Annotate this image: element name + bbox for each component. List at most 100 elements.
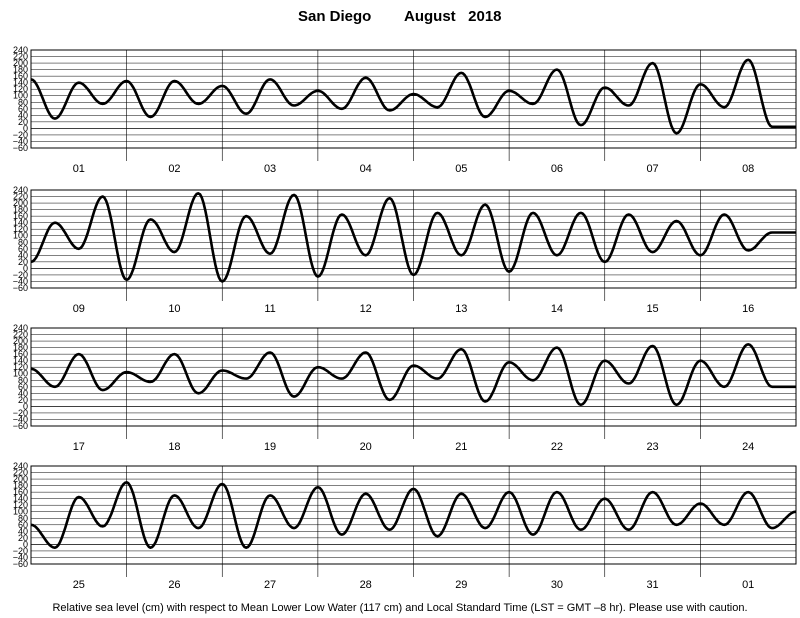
panel-3: −60−40−200204060801001201401601802002202… — [13, 323, 797, 453]
tide-panels: −60−40−200204060801001201401601802002202… — [13, 45, 797, 591]
y-tick-label: 240 — [13, 461, 28, 471]
day-label: 06 — [551, 163, 563, 175]
y-tick-label: 140 — [13, 494, 28, 504]
y-tick-label: 100 — [13, 231, 28, 241]
y-tick-label: 40 — [18, 250, 28, 260]
tide-curve — [30, 481, 797, 549]
day-label: 12 — [360, 303, 372, 315]
y-tick-label: 40 — [18, 388, 28, 398]
y-tick-label: 0 — [23, 539, 28, 549]
day-label: 02 — [168, 163, 180, 175]
y-tick-label: 200 — [13, 58, 28, 68]
y-tick-label: −40 — [13, 414, 28, 424]
y-tick-label: 20 — [18, 395, 28, 405]
day-label: 10 — [168, 303, 180, 315]
y-tick-label: 180 — [13, 205, 28, 215]
y-tick-label: 180 — [13, 65, 28, 75]
y-tick-label: 240 — [13, 45, 28, 55]
y-tick-label: 220 — [13, 468, 28, 478]
y-tick-label: 40 — [18, 110, 28, 120]
day-label: 30 — [551, 579, 563, 591]
y-tick-label: 0 — [23, 123, 28, 133]
y-tick-label: 200 — [13, 474, 28, 484]
day-label: 11 — [264, 303, 275, 315]
y-tick-label: 160 — [13, 487, 28, 497]
panel-4: −60−40−200204060801001201401601802002202… — [13, 461, 797, 591]
day-label: 28 — [360, 579, 372, 591]
y-tick-label: 100 — [13, 507, 28, 517]
y-tick-label: 20 — [18, 533, 28, 543]
day-label: 26 — [168, 579, 180, 591]
y-tick-label: 80 — [18, 237, 28, 247]
y-tick-label: 140 — [13, 218, 28, 228]
y-tick-label: −60 — [13, 559, 28, 569]
y-tick-label: 60 — [18, 382, 28, 392]
y-tick-label: 160 — [13, 349, 28, 359]
day-label: 23 — [646, 441, 658, 453]
day-label: 21 — [455, 441, 467, 453]
y-tick-label: −20 — [13, 130, 28, 140]
tide-curve — [30, 58, 796, 135]
y-tick-label: 120 — [13, 362, 28, 372]
panel-frame — [30, 189, 797, 289]
day-label: 01 — [742, 579, 754, 591]
day-label: 19 — [264, 441, 276, 453]
y-tick-label: 220 — [13, 192, 28, 202]
y-tick-label: 60 — [18, 244, 28, 254]
panel-frame — [30, 49, 797, 149]
y-tick-label: 60 — [18, 520, 28, 530]
chart-title-location: San Diego — [298, 8, 371, 25]
day-label: 18 — [168, 441, 180, 453]
y-tick-label: 80 — [18, 375, 28, 385]
y-tick-label: −60 — [13, 421, 28, 431]
y-tick-label: 240 — [13, 323, 28, 333]
y-tick-label: 200 — [13, 336, 28, 346]
day-label: 13 — [455, 303, 467, 315]
chart-title-period: August 2018 — [404, 8, 502, 25]
y-tick-label: 60 — [18, 104, 28, 114]
y-tick-label: −40 — [13, 276, 28, 286]
y-tick-label: −60 — [13, 283, 28, 293]
y-tick-label: 160 — [13, 71, 28, 81]
day-label: 04 — [360, 163, 372, 175]
day-label: 17 — [73, 441, 85, 453]
tide-curve — [30, 343, 796, 407]
y-tick-label: 0 — [23, 263, 28, 273]
y-tick-label: 140 — [13, 356, 28, 366]
day-label: 15 — [646, 303, 658, 315]
y-tick-label: 120 — [13, 224, 28, 234]
day-label: 25 — [73, 579, 85, 591]
y-tick-label: 0 — [23, 401, 28, 411]
y-tick-label: 160 — [13, 211, 28, 221]
y-tick-label: 180 — [13, 343, 28, 353]
day-label: 03 — [264, 163, 276, 175]
y-tick-label: 40 — [18, 526, 28, 536]
y-tick-label: 120 — [13, 84, 28, 94]
day-label: 22 — [551, 441, 563, 453]
y-tick-label: 20 — [18, 257, 28, 267]
y-tick-label: 20 — [18, 117, 28, 127]
y-tick-label: 140 — [13, 78, 28, 88]
y-tick-label: 200 — [13, 198, 28, 208]
y-tick-label: 80 — [18, 97, 28, 107]
day-label: 20 — [360, 441, 372, 453]
y-tick-label: 80 — [18, 513, 28, 523]
y-tick-label: 120 — [13, 500, 28, 510]
y-tick-label: 220 — [13, 330, 28, 340]
day-label: 27 — [264, 579, 276, 591]
day-label: 05 — [455, 163, 467, 175]
y-tick-label: 100 — [13, 91, 28, 101]
day-label: 24 — [742, 441, 754, 453]
panel-frame — [30, 465, 797, 565]
day-label: 01 — [73, 163, 85, 175]
tide-curve — [30, 192, 796, 283]
y-tick-label: −40 — [13, 552, 28, 562]
y-tick-label: 240 — [13, 185, 28, 195]
day-label: 14 — [551, 303, 563, 315]
panel-frame — [30, 327, 797, 427]
y-tick-label: −20 — [13, 408, 28, 418]
panel-1: −60−40−200204060801001201401601802002202… — [13, 45, 797, 175]
day-label: 08 — [742, 163, 754, 175]
panel-2: −60−40−200204060801001201401601802002202… — [13, 185, 797, 315]
